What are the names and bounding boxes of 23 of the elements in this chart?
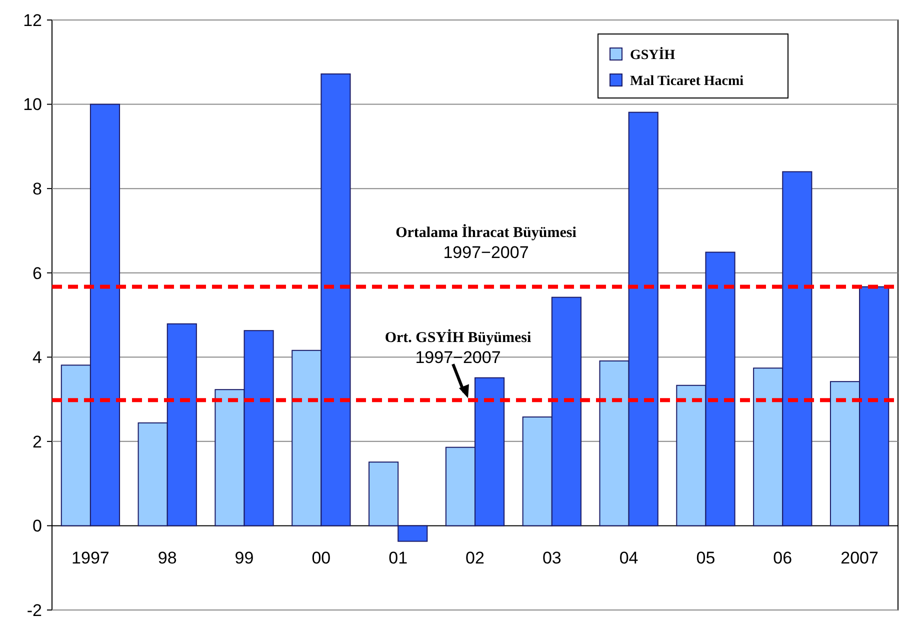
x-tick-label: 1997 [72,548,110,568]
y-tick-label: 4 [32,348,42,368]
x-tick-label: 05 [696,548,716,568]
x-tick-label: 2007 [840,548,878,568]
x-tick-label: 01 [388,548,408,568]
legend-label: GSYİH [630,47,676,63]
x-tick-label: 98 [158,548,177,568]
ref-line-label: Ortalama İhracat Büyümesi 1997−2007 [396,224,576,262]
ref-line-label: Ort. GSYİH Büyümesi 1997−2007 [384,329,532,368]
x-tick-label: 02 [466,548,484,568]
y-tick-label: 0 [32,516,42,536]
x-tick-label: 99 [234,548,254,568]
y-tick-label: -2 [26,600,42,620]
x-tick-label: 04 [619,548,638,568]
y-tick-label: 8 [32,180,42,199]
x-tick-label: 06 [773,548,792,568]
x-tick-label: 03 [542,548,562,568]
y-tick-label: 2 [32,432,42,452]
y-tick-label: 12 [23,10,42,30]
y-tick-label: 6 [32,264,42,283]
y-tick-label: 10 [23,95,42,114]
legend-label: Mal Ticaret Hacmi [630,74,744,89]
x-tick-label: 00 [312,548,331,568]
